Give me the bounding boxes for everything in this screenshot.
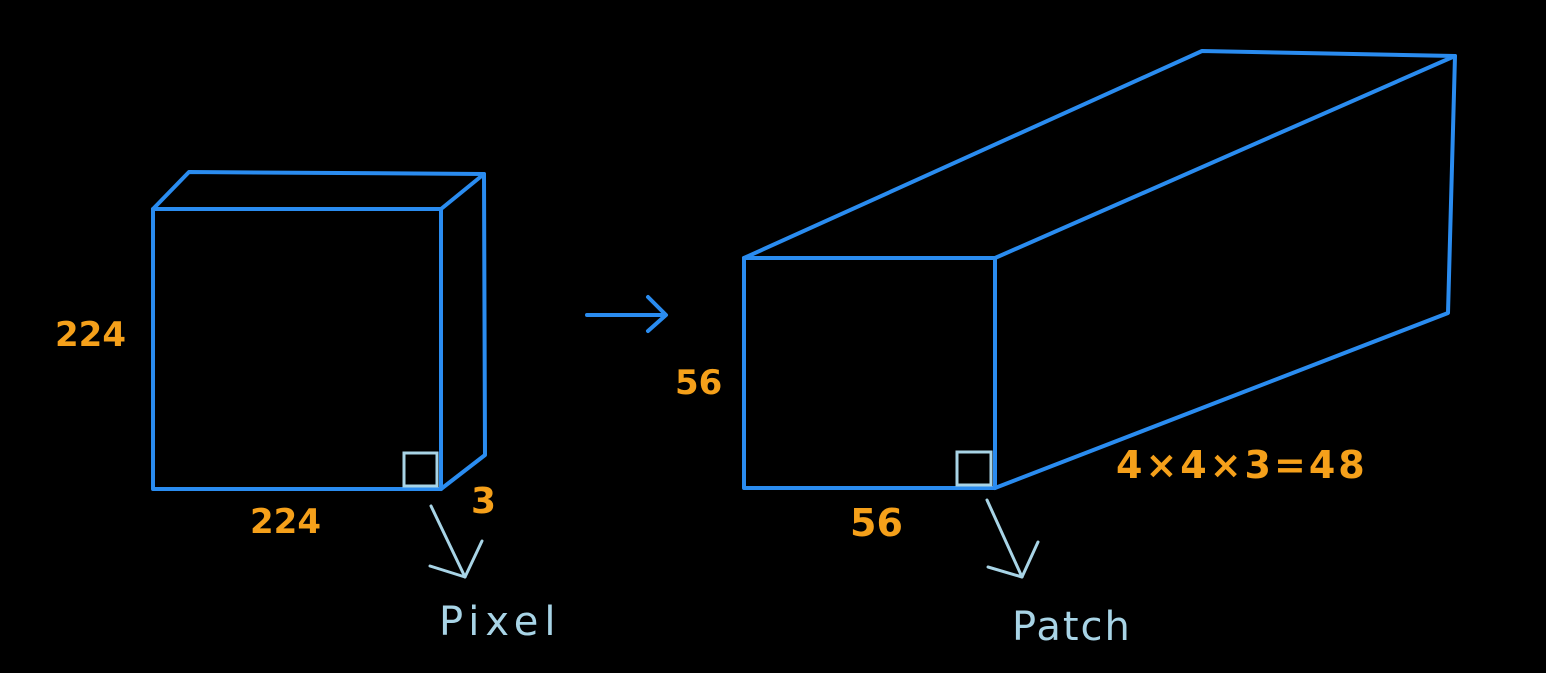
- image-tensor-box: [151, 170, 487, 491]
- pixel-label: Pixel: [439, 599, 562, 645]
- patch-label: Patch: [1012, 604, 1132, 650]
- patch-grid-width-label: 56: [850, 501, 903, 545]
- image-height-label: 224: [55, 315, 126, 355]
- image-tensor-front-face: [151, 207, 443, 491]
- patch-tensor-top-face: [742, 49, 1457, 260]
- pixel-pointer-arrow: [428, 504, 484, 579]
- pixel-cell-square: [402, 451, 439, 488]
- patch-grid-height-label: 56: [675, 363, 722, 403]
- patch-pointer-arrow: [985, 498, 1040, 579]
- patch-channel-label: 4×4×3=48: [1116, 443, 1368, 487]
- image-tensor-side-face: [439, 172, 487, 491]
- image-channel-label: 3: [471, 481, 496, 522]
- patch-tensor-box: [742, 49, 1457, 490]
- image-width-label: 224: [250, 502, 321, 542]
- patch-tensor-side-face: [993, 54, 1457, 490]
- image-tensor-top-face: [151, 170, 486, 211]
- patch-cell-square: [955, 450, 993, 487]
- patch-tensor-front-face: [742, 256, 997, 490]
- transform-arrow: [585, 295, 668, 333]
